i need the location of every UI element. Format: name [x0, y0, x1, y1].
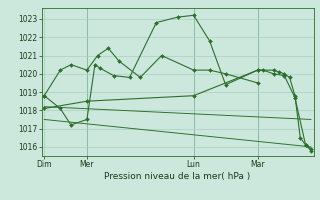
X-axis label: Pression niveau de la mer( hPa ): Pression niveau de la mer( hPa ) [104, 172, 251, 181]
